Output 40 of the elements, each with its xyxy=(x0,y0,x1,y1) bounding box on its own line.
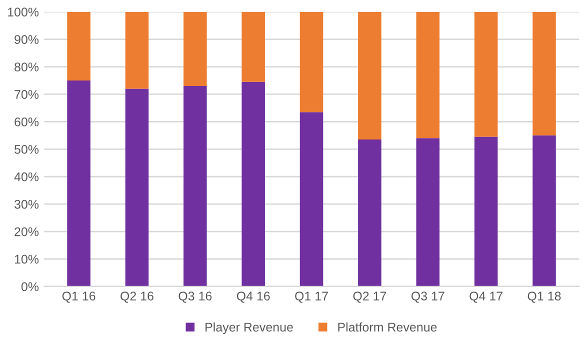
bar xyxy=(358,140,382,286)
y-tick-label: 70% xyxy=(14,90,39,99)
y-tick-label: 20% xyxy=(14,227,39,236)
bar xyxy=(67,80,90,286)
y-tick-label: 0% xyxy=(21,282,39,292)
bar xyxy=(358,12,382,140)
y-tick-label: 50% xyxy=(14,144,39,154)
legend-label: Platform Revenue xyxy=(338,322,437,332)
bar xyxy=(474,12,498,137)
legend-label: Player Revenue xyxy=(206,322,293,334)
x-tick-label: Q1 18 xyxy=(528,292,561,303)
x-tick-label: Q2 16 xyxy=(120,292,154,303)
y-tick-label: 90% xyxy=(14,35,39,44)
x-tick-label: Q4 16 xyxy=(236,292,270,303)
bar xyxy=(416,138,440,286)
x-tick-label: Q1 16 xyxy=(62,292,96,303)
x-tick-label: Q4 17 xyxy=(470,292,502,303)
bar xyxy=(125,12,149,89)
x-tick-label: Q3 16 xyxy=(178,292,212,303)
bar xyxy=(67,12,90,81)
y-tick-label: 100% xyxy=(8,8,39,17)
y-tick-label: 80% xyxy=(14,62,39,72)
y-tick-label: 30% xyxy=(14,200,39,209)
y-tick-label: 40% xyxy=(14,172,39,182)
y-tick-label: 10% xyxy=(14,254,39,264)
bar xyxy=(300,112,324,286)
bar xyxy=(532,135,556,286)
x-tick-label: Q2 17 xyxy=(353,292,386,303)
bar xyxy=(184,86,207,286)
y-tick-label: 60% xyxy=(14,118,39,126)
bar xyxy=(125,88,149,286)
bar xyxy=(242,82,265,286)
bar xyxy=(184,12,207,86)
bar xyxy=(300,12,324,112)
x-tick-label: Q3 17 xyxy=(411,292,444,303)
bar xyxy=(416,12,440,138)
bar xyxy=(532,12,556,136)
x-tick-label: Q1 17 xyxy=(295,292,328,303)
bar xyxy=(242,12,265,82)
bar xyxy=(474,136,498,286)
